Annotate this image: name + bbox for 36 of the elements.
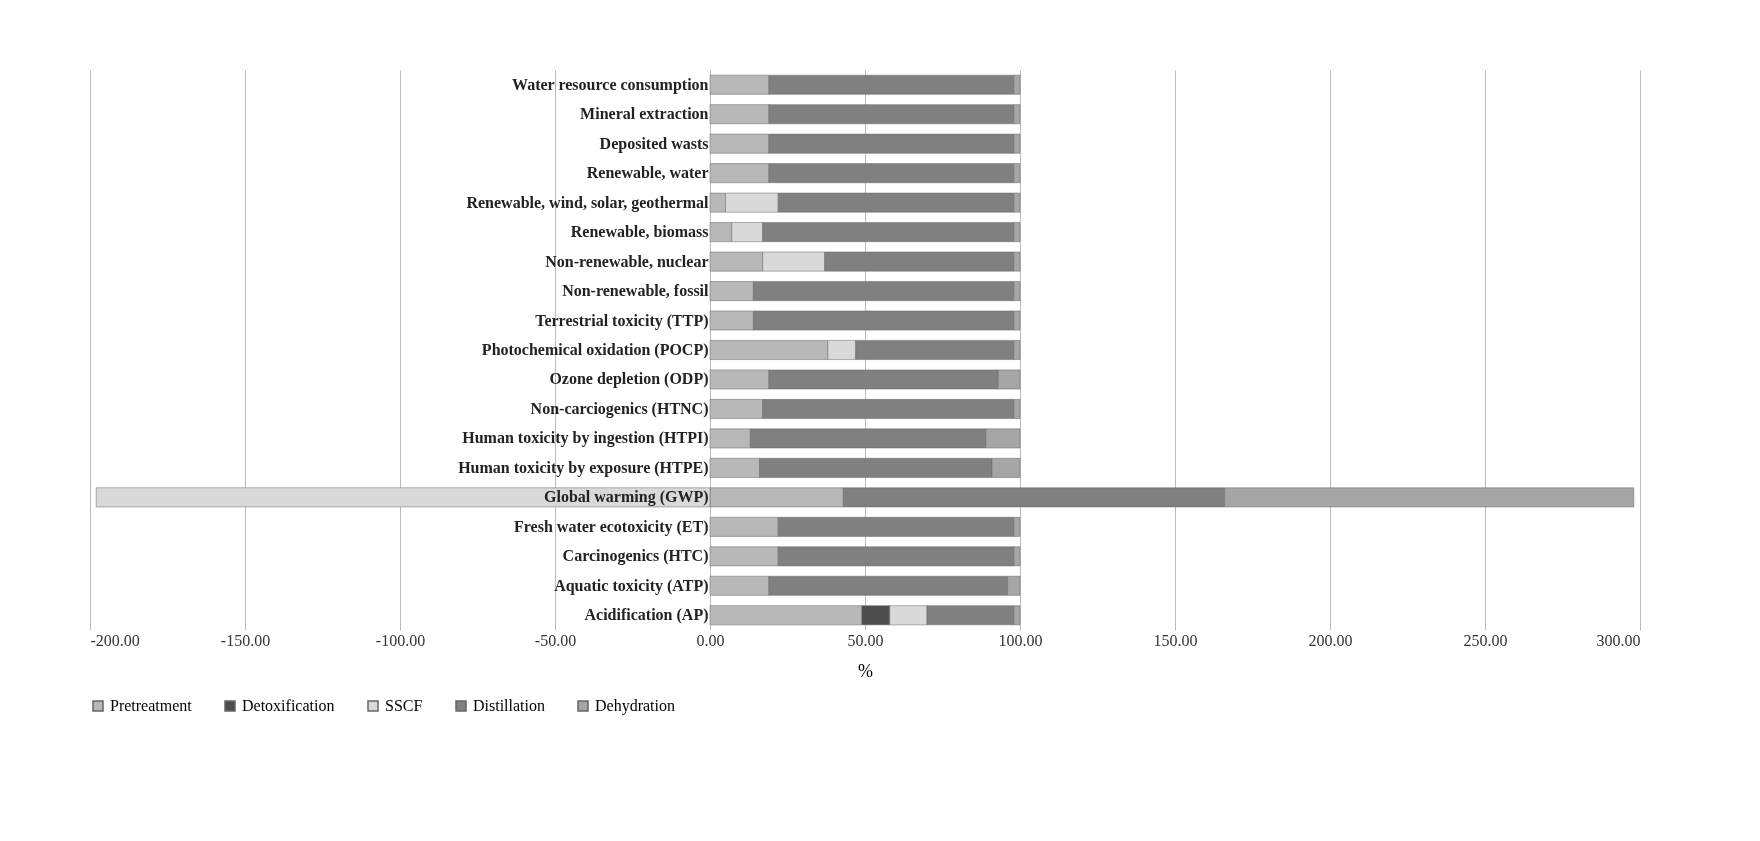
- y-tick-label: Acidification (AP): [584, 606, 709, 625]
- x-tick-label: 0.00: [696, 631, 725, 649]
- y-tick-label: Human toxicity by exposure (HTPE): [458, 458, 709, 477]
- y-tick-label: Water resource consumption: [512, 75, 709, 94]
- legend-label: Pretreatment: [110, 697, 193, 714]
- y-tick-label: Renewable, biomass: [570, 223, 709, 241]
- legend-label: Dehydration: [595, 697, 675, 715]
- y-tick-label: Ozone depletion (ODP): [549, 370, 709, 389]
- x-tick-label: -200.00: [90, 631, 140, 649]
- x-tick-label: 150.00: [1153, 631, 1198, 649]
- y-tick-label: Carcinogenics (HTC): [562, 547, 709, 566]
- x-tick-label: 250.00: [1463, 631, 1508, 649]
- x-tick-label: 100.00: [998, 631, 1043, 649]
- x-tick-label: -50.00: [534, 631, 577, 649]
- legend-label: Detoxification: [242, 697, 335, 714]
- y-tick-label: Non-renewable, nuclear: [545, 252, 709, 270]
- y-tick-label: Photochemical oxidation (POCP): [481, 341, 709, 359]
- y-tick-label: Global warming (GWP): [544, 488, 709, 507]
- y-tick-label: Deposited wasts: [599, 134, 709, 153]
- x-tick-label: 200.00: [1308, 631, 1353, 649]
- legend-label: SSCF: [385, 697, 423, 714]
- y-tick-label: Terrestrial toxicity (TTP): [535, 311, 709, 330]
- y-tick-label: Aquatic toxicity (ATP): [554, 576, 709, 595]
- x-tick-label: 50.00: [847, 631, 884, 649]
- y-tick-label: Mineral extraction: [580, 105, 709, 123]
- legend-label: Distillation: [473, 697, 545, 714]
- y-tick-label: Renewable, wind, solar, geothermal: [466, 193, 710, 212]
- x-axis-title: %: [858, 660, 873, 681]
- x-tick-label: 300.00: [1596, 631, 1641, 649]
- y-tick-label: Non-carciogenics (HTNC): [530, 399, 709, 418]
- y-tick-label: Human toxicity by ingestion (HTPI): [462, 429, 709, 448]
- y-tick-label: Fresh water ecotoxicity (ET): [514, 517, 709, 536]
- y-tick-label: Renewable, water: [586, 164, 709, 182]
- x-tick-label: -150.00: [220, 631, 271, 649]
- y-tick-label: Non-renewable, fossil: [562, 282, 710, 300]
- x-tick-label: -100.00: [375, 631, 426, 649]
